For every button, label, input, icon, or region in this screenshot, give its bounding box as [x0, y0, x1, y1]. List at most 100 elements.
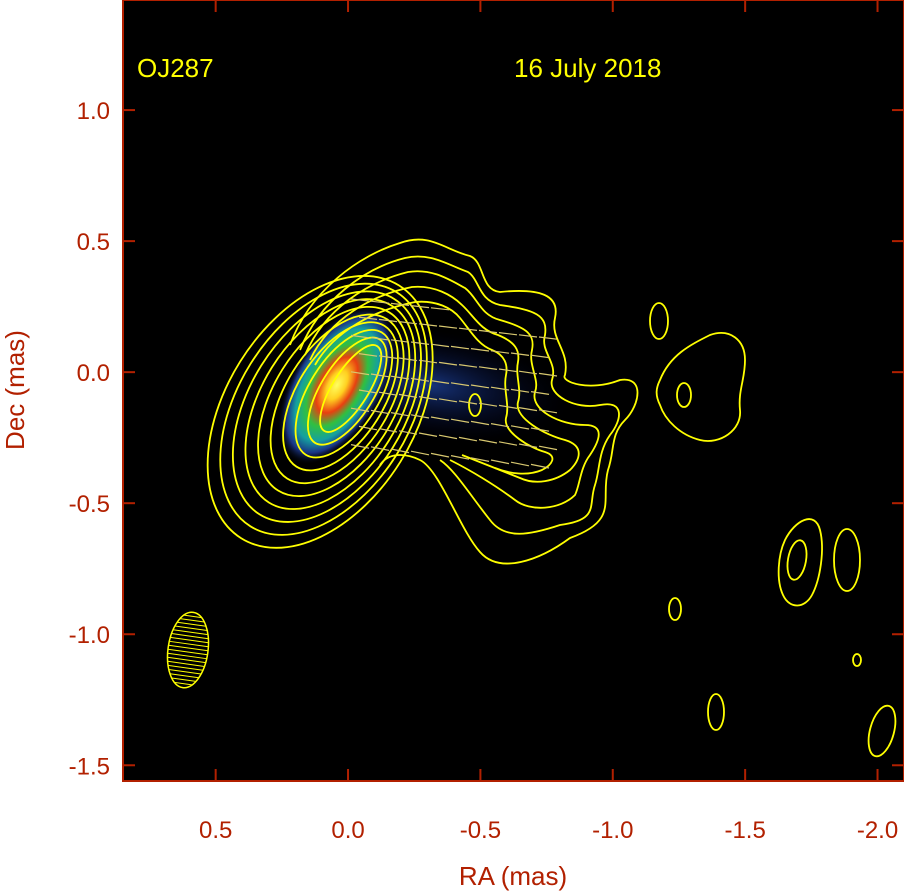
y-tick-label: 1.0: [77, 98, 110, 125]
core-contour: [244, 298, 417, 510]
evpa-tick: [478, 329, 498, 334]
evpa-tick: [450, 455, 470, 460]
evpa-tick: [358, 425, 378, 431]
evpa-tick: [458, 400, 478, 405]
evpa-tick: [490, 459, 510, 465]
evpa-tick: [350, 298, 370, 302]
y-tick-label: -0.5: [69, 491, 110, 518]
evpa-tick: [498, 332, 518, 336]
beam-hatch-line: [169, 640, 209, 648]
evpa-tick: [378, 355, 398, 359]
evpa-tick: [398, 357, 418, 362]
x-tick-label: 0.0: [331, 817, 364, 844]
beam-ellipse: [166, 611, 210, 689]
evpa-tick: [430, 452, 450, 458]
evpa-tick: [410, 414, 430, 419]
evpa-tick: [538, 445, 558, 451]
core-contour: [282, 321, 399, 472]
beam-hatch-line: [170, 636, 209, 644]
evpa-tick: [458, 327, 478, 331]
y-tick-label: -1.0: [69, 622, 110, 649]
beam-hatch-line: [172, 629, 209, 636]
evpa-tick: [450, 418, 470, 423]
beam-hatch-line: [169, 673, 199, 679]
y-tick-label: 0.5: [77, 229, 110, 256]
evpa-tick: [378, 318, 398, 323]
date-label: 16 July 2018: [514, 53, 661, 83]
evpa-tick: [370, 446, 390, 451]
beam-hatch-line: [171, 677, 197, 682]
evpa-tick: [498, 441, 518, 446]
beam-hatch-line: [167, 652, 207, 660]
beam-hatch-line: [167, 660, 205, 667]
evpa-tick: [510, 461, 530, 467]
evpa-tick: [410, 305, 430, 309]
evpa-tick: [530, 463, 550, 469]
y-axis-title: Dec (mas): [0, 330, 30, 450]
x-tick-label: -1.0: [592, 817, 633, 844]
evpa-tick: [418, 396, 438, 401]
core-contour: [257, 305, 411, 498]
evpa-tick: [478, 366, 498, 370]
core-contour: [307, 336, 388, 446]
evpa-tick: [538, 409, 558, 414]
evpa-tick: [350, 371, 370, 376]
evpa-tick: [398, 430, 418, 435]
evpa-tick: [418, 359, 438, 364]
beam-hatch-line: [167, 648, 208, 656]
evpa-tick: [430, 307, 450, 311]
evpa-tick: [350, 334, 370, 339]
evpa-tick: [470, 348, 490, 352]
beam-hatch-line: [183, 614, 202, 619]
y-tick-label: 0.0: [77, 360, 110, 387]
evpa-tick: [410, 377, 430, 382]
evpa-tick: [510, 388, 530, 393]
x-axis-title: RA (mas): [459, 861, 567, 891]
evpa-tick: [390, 375, 410, 380]
evpa-tick: [418, 323, 438, 327]
y-tick-label: -1.5: [69, 753, 110, 780]
axis-ticks: [123, 0, 904, 781]
tick-labels: 0.5 0.0 -0.5 -1.0 -1.5 -2.0 1.0 0.5 0.0 -0.5 -1.0 -…: [69, 98, 899, 844]
evpa-tick: [438, 361, 458, 366]
beam-hatch-line: [171, 633, 209, 640]
evpa-tick: [450, 382, 470, 387]
evpa-tick: [478, 439, 498, 444]
evpa-tick: [410, 341, 430, 345]
evpa-tick: [370, 300, 390, 304]
evpa-tick: [378, 391, 398, 396]
evpa-tick: [438, 434, 458, 440]
evpa-tick: [398, 321, 418, 325]
evpa-tick: [538, 336, 558, 340]
evpa-tick: [470, 384, 490, 389]
evpa-tick: [518, 334, 538, 338]
evpa-tick: [478, 402, 498, 407]
evpa-tick: [418, 432, 438, 437]
evpa-tick: [390, 339, 410, 343]
evpa-tick: [510, 425, 530, 430]
x-tick-label: -1.5: [724, 817, 765, 844]
jet-contours: [289, 238, 897, 758]
evpa-tick: [410, 450, 430, 456]
core-contour: [294, 328, 394, 459]
evpa-tick: [390, 412, 410, 417]
evpa-tick: [530, 354, 550, 359]
source-name-label: OJ287: [137, 53, 214, 83]
evpa-tick: [530, 391, 550, 395]
evpa-tick: [518, 407, 538, 412]
evpa-tick: [458, 364, 478, 368]
x-tick-label: 0.5: [199, 817, 232, 844]
evpa-tick: [498, 368, 518, 373]
x-tick-label: -2.0: [857, 817, 898, 844]
evpa-tick: [438, 398, 458, 403]
evpa-tick: [450, 345, 470, 350]
beam-hatch-line: [168, 669, 202, 675]
evpa-tick: [490, 350, 510, 354]
evpa-tick: [518, 443, 538, 448]
beam-hatch-line: [177, 621, 207, 627]
evpa-tick: [490, 386, 510, 391]
evpa-tick: [370, 373, 390, 378]
evpa-tick: [398, 393, 418, 398]
beam-hatch-line: [174, 681, 193, 686]
